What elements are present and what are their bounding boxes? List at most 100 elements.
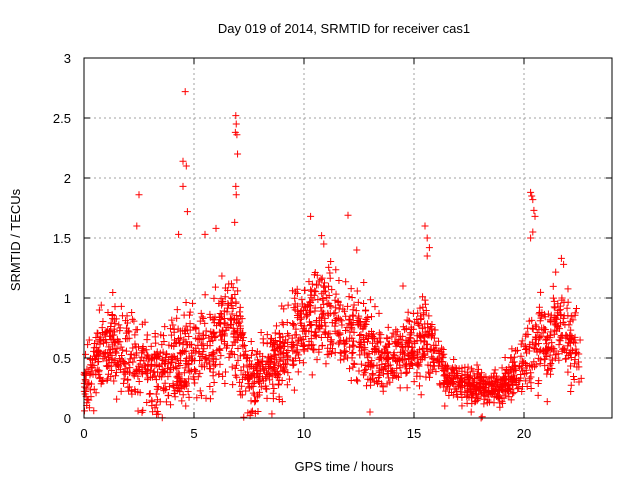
- data-point: [325, 299, 333, 307]
- x-axis-label: GPS time / hours: [295, 459, 394, 474]
- data-point: [237, 366, 245, 374]
- data-point: [322, 287, 330, 295]
- data-point: [298, 314, 306, 322]
- data-point: [562, 349, 570, 357]
- data-point: [353, 287, 361, 295]
- data-point: [342, 278, 350, 286]
- data-point: [547, 328, 555, 336]
- data-point: [399, 343, 407, 351]
- data-point: [269, 380, 277, 388]
- data-point: [324, 311, 332, 319]
- data-point: [236, 308, 244, 316]
- data-point: [186, 326, 194, 334]
- data-point: [391, 339, 399, 347]
- data-point: [404, 350, 412, 358]
- data-point: [334, 297, 342, 305]
- data-point: [509, 381, 517, 389]
- data-point: [501, 353, 509, 361]
- data-point: [193, 394, 201, 402]
- data-point: [415, 321, 423, 329]
- data-point: [129, 370, 137, 378]
- data-point: [231, 218, 239, 226]
- data-point: [473, 378, 481, 386]
- data-point: [368, 347, 376, 355]
- data-point: [507, 353, 515, 361]
- data-point: [95, 306, 103, 314]
- data-point: [221, 293, 229, 301]
- data-point: [362, 382, 370, 390]
- data-point: [288, 334, 296, 342]
- data-point: [221, 368, 229, 376]
- data-point: [104, 309, 112, 317]
- data-point: [233, 276, 241, 284]
- data-point: [424, 368, 432, 376]
- data-point: [314, 281, 322, 289]
- data-point: [542, 326, 550, 334]
- data-point: [295, 310, 303, 318]
- data-point: [454, 380, 462, 388]
- data-point: [177, 350, 185, 358]
- data-point: [109, 345, 117, 353]
- data-point: [382, 350, 390, 358]
- data-point: [496, 403, 504, 411]
- data-point: [525, 317, 533, 325]
- data-point: [485, 390, 493, 398]
- data-point: [420, 337, 428, 345]
- data-point: [99, 328, 107, 336]
- data-point: [251, 378, 259, 386]
- data-point: [448, 379, 456, 387]
- data-point: [146, 389, 154, 397]
- data-point: [96, 373, 104, 381]
- data-point: [272, 322, 280, 330]
- data-point: [559, 345, 567, 353]
- data-point: [317, 275, 325, 283]
- data-point: [202, 394, 210, 402]
- data-point: [386, 361, 394, 369]
- data-point: [550, 313, 558, 321]
- data-point: [470, 372, 478, 380]
- data-point: [431, 326, 439, 334]
- data-point: [390, 349, 398, 357]
- data-point: [405, 364, 413, 372]
- data-point: [99, 318, 107, 326]
- data-point: [254, 408, 262, 416]
- chart-title: Day 019 of 2014, SRMTID for receiver cas…: [218, 21, 470, 36]
- data-point: [375, 329, 383, 337]
- data-point: [436, 381, 444, 389]
- data-point: [560, 260, 568, 268]
- data-point: [383, 380, 391, 388]
- data-point: [360, 349, 368, 357]
- data-point: [192, 324, 200, 332]
- data-point: [543, 398, 551, 406]
- data-point: [206, 382, 214, 390]
- data-point: [313, 356, 321, 364]
- data-point: [113, 345, 121, 353]
- data-point: [336, 315, 344, 323]
- data-point: [186, 320, 194, 328]
- data-point: [408, 348, 416, 356]
- data-point: [218, 272, 226, 280]
- data-point: [238, 329, 246, 337]
- data-point: [349, 319, 357, 327]
- data-point: [219, 327, 227, 335]
- data-point: [557, 332, 565, 340]
- data-point: [231, 315, 239, 323]
- data-point: [231, 291, 239, 299]
- data-point: [290, 386, 298, 394]
- data-point: [183, 208, 191, 216]
- data-point: [233, 131, 241, 139]
- data-point: [259, 339, 267, 347]
- data-point: [198, 361, 206, 369]
- data-point: [415, 382, 423, 390]
- data-point: [139, 406, 147, 414]
- data-point: [263, 394, 271, 402]
- data-point: [215, 345, 223, 353]
- data-point: [135, 343, 143, 351]
- data-point: [390, 372, 398, 380]
- data-point: [528, 338, 536, 346]
- data-point: [234, 150, 242, 158]
- data-point: [343, 323, 351, 331]
- data-point: [397, 336, 405, 344]
